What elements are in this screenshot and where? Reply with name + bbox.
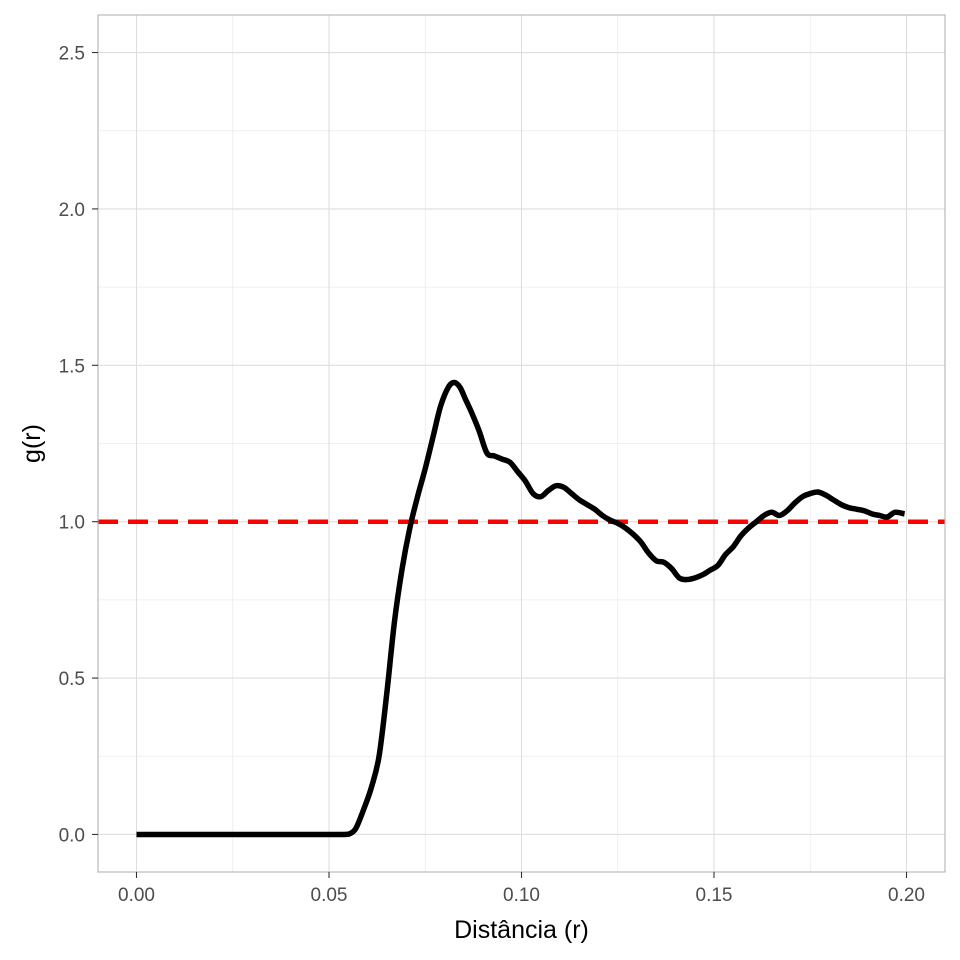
x-axis-ticks: 0.00 0.05 0.10 0.15 0.20 — [118, 872, 925, 906]
y-tick-label: 1.0 — [59, 513, 85, 534]
x-tick-label: 0.20 — [888, 885, 925, 906]
series-layer — [136, 379, 906, 838]
y-tick-label: 2.0 — [59, 200, 85, 221]
y-tick-label: 2.5 — [59, 44, 85, 65]
y-axis-ticks: 0.0 0.5 1.0 1.5 2.0 2.5 — [59, 44, 98, 846]
y-axis-title: g(r) — [18, 424, 46, 463]
y-tick-label: 0.5 — [59, 669, 85, 690]
y-tick-label: 1.5 — [59, 356, 85, 377]
x-tick-label: 0.05 — [311, 885, 348, 906]
series-line — [136, 379, 906, 838]
x-tick-label: 0.15 — [696, 885, 733, 906]
x-axis-title: Distância (r) — [454, 916, 589, 944]
x-tick-label: 0.10 — [503, 885, 540, 906]
x-tick-label: 0.00 — [118, 885, 155, 906]
y-tick-label: 0.0 — [59, 825, 85, 846]
